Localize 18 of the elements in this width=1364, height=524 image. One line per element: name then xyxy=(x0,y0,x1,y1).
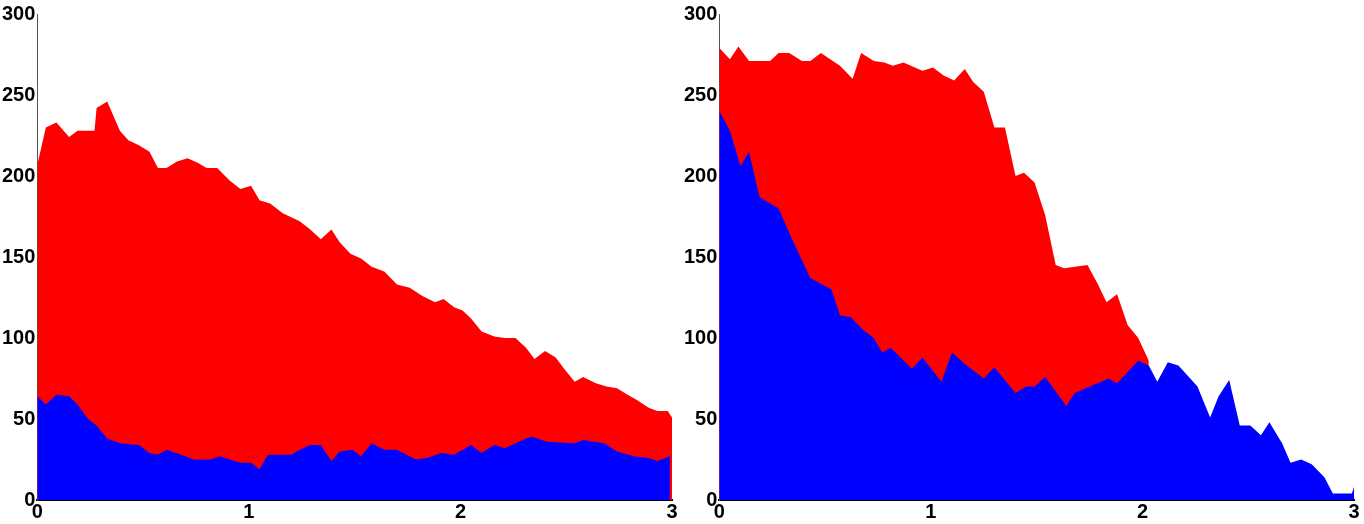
y-tick-label: 250 xyxy=(1,82,36,105)
y-tick-label: 300 xyxy=(683,1,718,24)
y-tick-label: 250 xyxy=(683,82,718,105)
y-tick-label: 200 xyxy=(683,163,718,186)
x-tick-label: 1 xyxy=(925,499,937,522)
y-tick-label: 300 xyxy=(1,1,36,24)
y-tick-label: 150 xyxy=(1,244,36,267)
y-tick-label: 50 xyxy=(13,406,36,429)
y-tick-label: 200 xyxy=(1,163,36,186)
x-tick-label: 2 xyxy=(454,499,467,522)
y-tick-label: 150 xyxy=(683,244,718,267)
y-tick-label: 100 xyxy=(683,325,718,348)
y-tick-label: 100 xyxy=(1,325,36,348)
x-tick-label: 1 xyxy=(243,499,255,522)
x-tick-label: 2 xyxy=(1136,499,1149,522)
x-tick-label: 3 xyxy=(1348,499,1360,522)
x-tick-label: 3 xyxy=(666,499,678,522)
y-tick-label: 50 xyxy=(695,406,718,429)
